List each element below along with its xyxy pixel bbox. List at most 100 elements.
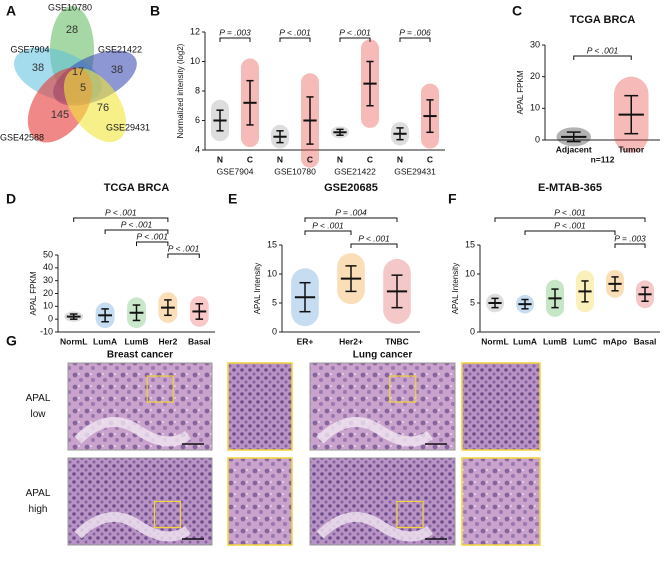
p-value: P < .001 <box>279 27 311 37</box>
y-tick-label: 12 <box>190 26 200 36</box>
x-tick-label: Basal <box>634 336 657 346</box>
y-tick-label: 10 <box>267 268 277 278</box>
x-tick-label: C <box>307 154 313 164</box>
y-tick-label: 10 <box>465 268 475 278</box>
x-tick-label: NormL <box>481 336 508 346</box>
y-axis-label: Normalized intensity (log2) <box>176 43 185 138</box>
note: n=112 <box>591 154 615 164</box>
y-tick-label: 0 <box>48 314 53 324</box>
y-tick-label: 10 <box>190 56 200 66</box>
x-tick-label: N <box>397 154 403 164</box>
stroma <box>316 512 433 542</box>
zoom-box <box>389 375 417 403</box>
x-tick-label: C <box>427 154 433 164</box>
stroma <box>74 512 191 542</box>
venn-set-label: GSE21422 <box>98 44 142 54</box>
x-tick-label: C <box>367 154 373 164</box>
x-tick-label: Basal <box>188 336 211 346</box>
significance-bracket <box>614 243 646 248</box>
venn-count: 38 <box>32 62 44 74</box>
y-tick-label: 15 <box>465 239 475 249</box>
p-value: P < .001 <box>358 233 390 243</box>
significance-bracket <box>573 55 632 60</box>
significance-bracket <box>524 230 616 235</box>
significance-bracket <box>339 37 371 42</box>
x-tick-label: mApo <box>603 336 627 346</box>
panel-letter: G <box>6 333 17 349</box>
venn-count: 28 <box>66 24 78 36</box>
significance-bracket <box>399 37 431 42</box>
venn-set <box>63 67 127 143</box>
venn-set-label: GSE10780 <box>48 2 92 12</box>
y-tick-label: 20 <box>43 288 53 298</box>
row-label: APAL <box>26 393 51 404</box>
venn-set-label: GSE29431 <box>106 122 150 132</box>
chart-title: TCGA BRCA <box>570 14 636 26</box>
significance-bracket <box>73 217 169 222</box>
x-tick-label: Tumor <box>618 144 645 154</box>
x-tick-label: Her2+ <box>339 336 363 346</box>
p-value: P < .001 <box>554 220 586 230</box>
group-label: GSE21422 <box>334 166 376 176</box>
y-tick-label: 0 <box>535 134 540 144</box>
venn-set-label: GSE42588 <box>0 132 44 142</box>
x-tick-label: N <box>217 154 223 164</box>
x-tick-label: C <box>247 154 253 164</box>
p-value: P < .001 <box>121 219 153 229</box>
y-tick-label: 50 <box>43 249 53 259</box>
y-tick-label: 4 <box>195 144 200 154</box>
y-tick-label: 15 <box>267 239 277 249</box>
venn-count: 38 <box>111 64 123 76</box>
significance-bracket <box>279 37 311 42</box>
group-label: GSE29431 <box>394 166 436 176</box>
x-tick-label: Adjacent <box>556 144 592 154</box>
inset <box>227 362 293 451</box>
y-tick-label: -10 <box>40 326 53 336</box>
y-axis-label: APAL Intensity <box>253 263 262 315</box>
column-title: Breast cancer <box>107 350 173 361</box>
significance-bracket <box>104 229 169 234</box>
p-value: P = .003 <box>219 27 251 37</box>
venn-count: 145 <box>51 109 69 121</box>
p-value: P < .001 <box>312 220 344 230</box>
x-tick-label: ER+ <box>297 336 314 346</box>
x-tick-label: LumA <box>93 336 117 346</box>
venn-count: 76 <box>97 102 109 114</box>
row-label: APAL <box>26 488 51 499</box>
significance-bracket <box>304 217 398 222</box>
panel-letter: C <box>512 3 522 19</box>
y-tick-label: 10 <box>43 301 53 311</box>
zoom-box <box>146 375 174 403</box>
x-tick-label: LumC <box>573 336 597 346</box>
panel-letter: F <box>448 191 457 207</box>
panel-letter: D <box>6 191 16 207</box>
p-value: P = .003 <box>614 233 646 243</box>
venn-count: 17 <box>72 66 84 78</box>
row-label: high <box>29 504 48 515</box>
y-tick-label: 30 <box>43 275 53 285</box>
p-value: P < .001 <box>554 207 586 217</box>
significance-bracket <box>136 241 169 246</box>
p-value: P < .001 <box>339 27 371 37</box>
y-tick-label: 30 <box>530 39 540 49</box>
y-tick-label: 8 <box>195 85 200 95</box>
p-value: P = .004 <box>335 207 367 217</box>
significance-bracket <box>167 253 200 258</box>
y-tick-label: 20 <box>530 71 540 81</box>
chart-title: GSE20685 <box>324 182 378 194</box>
stroma <box>74 417 191 447</box>
panel-letter: B <box>150 3 160 19</box>
inset <box>227 457 293 546</box>
p-value: P < .001 <box>587 45 619 55</box>
p-value: P < .001 <box>105 207 137 217</box>
venn-count: 5 <box>80 82 86 94</box>
chart-title: TCGA BRCA <box>104 182 170 194</box>
significance-bracket <box>494 217 646 222</box>
column-title: Lung cancer <box>353 350 413 361</box>
significance-bracket <box>350 243 398 248</box>
zoom-box <box>153 500 181 529</box>
y-axis-label: APAL FPKM <box>29 271 38 315</box>
x-tick-label: NormL <box>60 336 87 346</box>
venn-set-label: GSE7904 <box>10 44 49 54</box>
x-tick-label: TNBC <box>385 336 409 346</box>
